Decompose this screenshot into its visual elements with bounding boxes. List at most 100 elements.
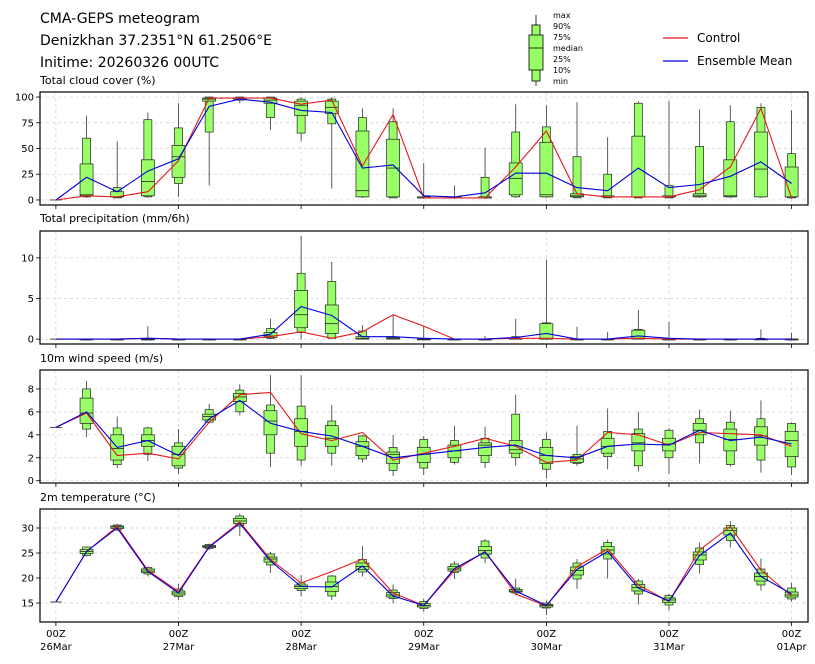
y-tick-label: 4 [28, 430, 34, 441]
box-18 [600, 408, 615, 470]
box-14 [478, 147, 492, 199]
box-10 [355, 108, 370, 198]
box-14 [478, 539, 492, 563]
panel-3: 10m wind speed (m/s) 0 2 4 6 8 [28, 352, 809, 487]
p25-p75-box [355, 130, 370, 198]
box-5 [202, 403, 217, 424]
p10-p90-box [143, 119, 153, 198]
box-18 [600, 137, 615, 199]
box-4 [171, 429, 186, 474]
panel-frame [39, 369, 809, 484]
p10-p90-box [204, 96, 214, 133]
box-19 [631, 309, 646, 340]
initime-label: Initime: 20260326 00UTC [40, 55, 219, 71]
p25-p75-box [723, 159, 738, 198]
panel-title: Total precipitation (mm/6h) [39, 212, 190, 225]
box-6 [232, 513, 247, 536]
x-tick-label-hour: 00Z [169, 629, 189, 640]
x-tick-label-day: 30Mar [531, 642, 563, 653]
box-22 [723, 410, 738, 467]
box-21 [692, 109, 707, 198]
ensemble-mean-line [55, 98, 792, 201]
panel-1: Total cloud cover (%) 0 25 50 75 100 [15, 74, 809, 209]
x-tick-label-hour: 00Z [46, 629, 66, 640]
p10-p90-box [664, 185, 674, 199]
box-12 [416, 435, 431, 475]
x-tick-label-day: 31Mar [653, 642, 685, 653]
box-20 [662, 594, 676, 611]
box-23 [754, 329, 768, 341]
p25-p75-box [294, 289, 308, 329]
p25-p75-box [784, 591, 799, 598]
y-tick-label: 100 [15, 93, 34, 104]
box-8 [294, 235, 308, 340]
box-20 [662, 101, 676, 199]
box-11 [386, 315, 400, 340]
y-tick-label: 0 [28, 195, 34, 206]
x-tick-label-day: 29Mar [408, 642, 440, 653]
legend-p25: 25% [553, 55, 571, 64]
p25-p75-box [141, 159, 155, 197]
box-16 [539, 105, 554, 198]
p25-p75-box [478, 442, 492, 456]
box-22 [723, 105, 738, 198]
box-16 [539, 259, 554, 340]
box-7 [263, 96, 278, 130]
box-3 [141, 112, 155, 198]
y-tick-label: 0 [28, 335, 34, 346]
p25-p75-box [539, 323, 554, 340]
x-tick-label-hour: 00Z [782, 629, 802, 640]
legend-max: max [553, 11, 571, 20]
ensemble-mean-line [55, 522, 792, 607]
p25-p75-box [232, 393, 247, 402]
p25-p75-box [692, 193, 707, 198]
p25-p75-box [631, 329, 646, 340]
figure-title: CMA-GEPS meteogram [40, 11, 200, 27]
panel-title: 2m temperature (°C) [40, 491, 156, 504]
y-tick-label: 25 [21, 170, 34, 181]
box-15 [508, 394, 523, 466]
y-tick-label: 0 [28, 476, 34, 487]
box-20 [662, 322, 676, 341]
p10-p90-box [266, 96, 275, 118]
p25-p75-box [784, 166, 799, 198]
y-tick-label: 2 [28, 453, 34, 464]
box-21 [692, 409, 707, 464]
box-3 [141, 326, 155, 341]
box-15 [508, 318, 523, 340]
box-18 [600, 539, 615, 579]
x-tick-label-day: 27Mar [163, 642, 195, 653]
x-tick-label-hour: 00Z [537, 629, 557, 640]
y-tick-label: 10 [21, 253, 34, 264]
y-tick-label: 75 [21, 118, 34, 129]
x-tick-label-day: 26Mar [40, 642, 72, 653]
legend-p75: 75% [553, 33, 571, 42]
panel-frame [39, 230, 809, 345]
box-5 [202, 96, 217, 186]
box-23 [754, 103, 768, 198]
x-tick-label-day: 01Apr [777, 642, 808, 653]
legend-p90: 90% [553, 22, 571, 31]
p10-p90-box [511, 413, 521, 459]
box-24 [784, 422, 799, 475]
box-19 [631, 411, 646, 472]
box-1 [79, 115, 94, 198]
p10-p90-box [296, 98, 306, 134]
x-tick-label-day: 28Mar [285, 642, 317, 653]
box-15 [508, 104, 523, 198]
box-9 [324, 261, 339, 340]
legend-p10: 10% [553, 66, 571, 75]
p25-p75-box [723, 527, 738, 536]
y-tick-label: 20 [21, 574, 34, 585]
panel-4: 2m temperature (°C) 15 20 25 30 [21, 491, 809, 626]
p25-p75-box [631, 135, 646, 198]
box-1 [79, 380, 94, 438]
panel-frame [39, 91, 809, 206]
p25-p75-box [692, 422, 707, 436]
location-label: Denizkhan 37.2351°N 61.2506°E [40, 33, 272, 49]
y-tick-label: 25 [21, 549, 34, 560]
box-23 [754, 400, 768, 473]
x-tick-label-hour: 00Z [659, 629, 679, 640]
